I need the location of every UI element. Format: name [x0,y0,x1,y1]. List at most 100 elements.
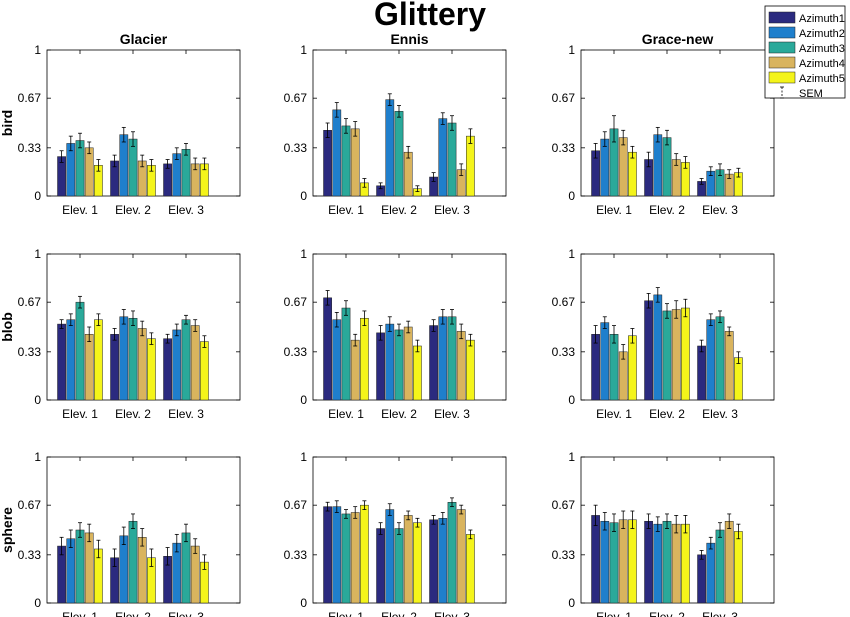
bar-azimuth4 [724,331,734,401]
error-bar [602,131,607,147]
error-bar [415,185,420,193]
bar-azimuth3 [447,316,457,401]
bar-azimuth3 [447,122,457,197]
error-bar [646,293,651,309]
bar-azimuth3 [447,502,457,604]
figure-title: Glittery [374,0,486,32]
legend: Azimuth1 Azimuth2 Azimuth3 Azimuth4 Azimuth5… [764,5,846,100]
bar-azimuth2 [706,319,716,401]
error-bar [140,320,145,337]
bar-azimuth4 [724,520,734,604]
y-tick-label: 0.33 [18,548,42,562]
bar-azimuth3 [715,529,725,604]
error-bar [406,510,411,521]
error-bar [431,319,436,332]
bar-azimuth2 [172,329,182,401]
bar-azimuth5 [360,317,369,401]
error-bar [344,509,348,519]
error-bar [96,159,101,172]
bar-azimuth5 [200,341,209,401]
error-bar [87,141,92,155]
panel-blob-grace-new: 0 0.33 0.67 1 Elev. 1 Elev. 2 Elev. 3 [552,247,775,421]
bar-azimuth5 [413,345,422,401]
legend-swatch-azimuth1 [768,11,796,24]
bar-azimuth3 [128,138,138,197]
bar-azimuth5 [94,319,103,401]
x-tick-label: Elev. 2 [115,407,151,421]
bar-azimuth1 [644,520,653,604]
error-bar [165,333,170,344]
bar-azimuth2 [385,99,395,197]
bar-azimuth3 [181,149,191,197]
bar-azimuth2 [332,506,342,604]
y-tick-label: 1 [568,450,575,464]
error-bar [387,93,392,106]
y-tick-label: 1 [34,450,41,464]
error-bar [602,316,607,329]
bar-azimuth5 [681,307,690,401]
error-bar [334,500,339,513]
x-tick-label: Elev. 1 [62,407,98,421]
bar-azimuth1 [591,515,600,604]
error-bar [718,163,722,176]
error-bar [699,339,704,353]
error-bar [708,313,713,326]
bar-azimuth3 [128,317,138,401]
legend-sem-symbol [780,86,784,99]
bar-azimuth2 [438,118,448,197]
x-tick-label: Elev. 2 [649,407,685,421]
bar-azimuth5 [628,151,637,197]
error-bar [450,497,454,508]
x-tick-label: Elev. 2 [381,203,417,217]
error-bar [202,157,207,171]
error-bar [174,323,179,337]
error-bar [612,115,616,143]
error-bar [78,295,82,309]
error-bar [440,512,445,525]
bar-azimuth1 [163,338,172,401]
y-tick-label: 0 [568,393,575,407]
bar-azimuth1 [376,528,385,604]
error-bar [718,522,722,538]
error-bar [96,313,101,326]
bar-azimuth3 [181,532,191,604]
y-tick-label: 1 [300,43,307,57]
error-bar [674,300,679,319]
error-bar [727,513,732,529]
error-bar [593,325,598,344]
error-bar [655,287,660,303]
error-bar [112,154,117,168]
row-label: sphere [0,507,15,553]
bar-azimuth4 [618,519,628,604]
bar-azimuth3 [75,529,85,604]
error-bar [96,539,101,559]
error-bar [646,151,651,168]
error-bar [683,156,688,169]
bar-azimuth4 [403,151,413,197]
bar-azimuth2 [172,153,182,197]
error-bar [727,169,732,179]
error-bar [193,319,198,332]
error-bar [621,510,626,529]
x-tick-label: Elev. 3 [168,203,204,217]
error-bar [149,548,154,567]
bar-azimuth2 [653,134,663,197]
x-tick-label: Elev. 2 [649,610,685,617]
error-bar [165,159,170,169]
error-bar [406,320,411,334]
legend-label: Azimuth4 [799,58,845,70]
error-bar [353,121,358,137]
error-bar [59,150,64,163]
error-bar [468,529,473,540]
error-bar [736,167,741,178]
error-bar [459,504,464,515]
error-bar [140,154,145,168]
error-bar [655,516,660,532]
bar-azimuth3 [181,319,191,401]
legend-label: Azimuth5 [799,73,845,85]
bar-azimuth4 [671,523,681,604]
error-bar [378,522,383,535]
bar-azimuth1 [57,323,66,401]
bar-azimuth3 [715,316,725,401]
bar-azimuth2 [66,319,76,401]
